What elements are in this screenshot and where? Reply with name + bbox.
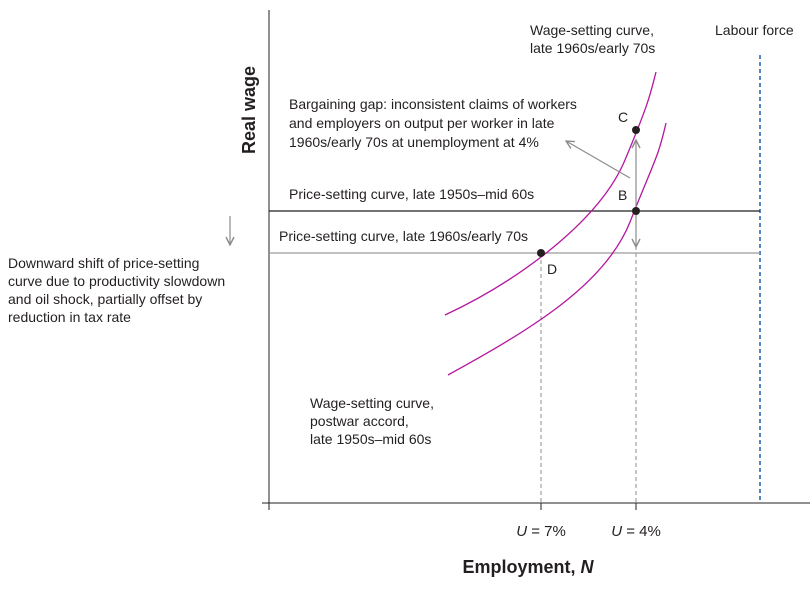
- labour-force-label: Labour force: [715, 22, 794, 38]
- bargaining-gap-pointer: [566, 141, 631, 179]
- shift-note: Downward shift of price-setting curve due…: [8, 255, 225, 325]
- point-c: [632, 126, 640, 134]
- wage-setting-low-label: Wage-setting curve, postwar accord, late 1…: [310, 395, 434, 447]
- wage-setting-curve-high: [444, 71, 657, 316]
- price-setting-low-label: Price-setting curve, late 1960s/early 70…: [279, 228, 528, 244]
- point-b: [632, 207, 640, 215]
- wage-setting-curve-low: [447, 122, 667, 376]
- bargaining-gap-note: Bargaining gap: inconsistent claims of w…: [289, 96, 577, 150]
- y-axis-title: Real wage: [239, 66, 259, 154]
- point-b-label: B: [618, 187, 627, 203]
- point-d-label: D: [547, 261, 557, 277]
- x-tick-label-u7: U = 7%: [516, 523, 566, 540]
- wage-setting-high-label: Wage-setting curve, late 1960s/early 70s: [530, 22, 655, 56]
- point-d: [537, 249, 545, 257]
- x-axis-title: Employment, N: [462, 557, 594, 577]
- price-setting-high-label: Price-setting curve, late 1950s–mid 60s: [289, 186, 534, 202]
- x-tick-label-u4: U = 4%: [611, 523, 661, 540]
- point-c-label: C: [618, 109, 628, 125]
